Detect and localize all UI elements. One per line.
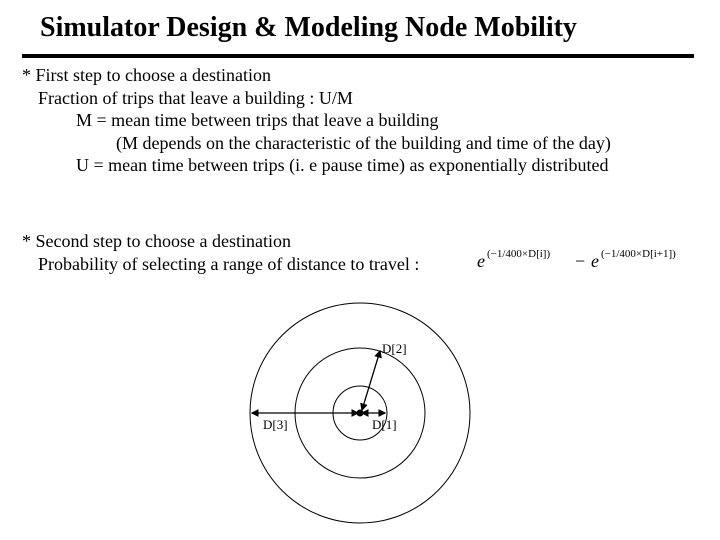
- slide: Simulator Design & Modeling Node Mobilit…: [0, 0, 720, 540]
- b1-line1: * First step to choose a destination: [22, 64, 702, 87]
- concentric-circles-diagram: D[2] D[3] D[1]: [150, 298, 570, 528]
- label-d1: D[1]: [372, 417, 397, 432]
- probability-formula: e (−1/400×D[i]) − e (−1/400×D[i+1]): [477, 245, 702, 273]
- b1-line4: (M depends on the characteristic of the …: [22, 132, 702, 155]
- first-step-block: * First step to choose a destination Fra…: [22, 64, 702, 177]
- formula-minus: −: [575, 251, 585, 271]
- page-title: Simulator Design & Modeling Node Mobilit…: [40, 12, 690, 44]
- b1-line3: M = mean time between trips that leave a…: [22, 109, 702, 132]
- formula-e1: e: [477, 251, 485, 271]
- arrow-d2: [362, 351, 380, 410]
- formula-e2: e: [591, 251, 599, 271]
- label-d3: D[3]: [263, 417, 288, 432]
- label-d2: D[2]: [382, 341, 407, 356]
- title-rule: [22, 54, 694, 58]
- b1-line2: Fraction of trips that leave a building …: [22, 87, 702, 110]
- b1-line5: U = mean time between trips (i. e pause …: [22, 154, 702, 177]
- formula-exp1: (−1/400×D[i]): [487, 248, 550, 260]
- formula-exp2: (−1/400×D[i+1]): [601, 248, 676, 260]
